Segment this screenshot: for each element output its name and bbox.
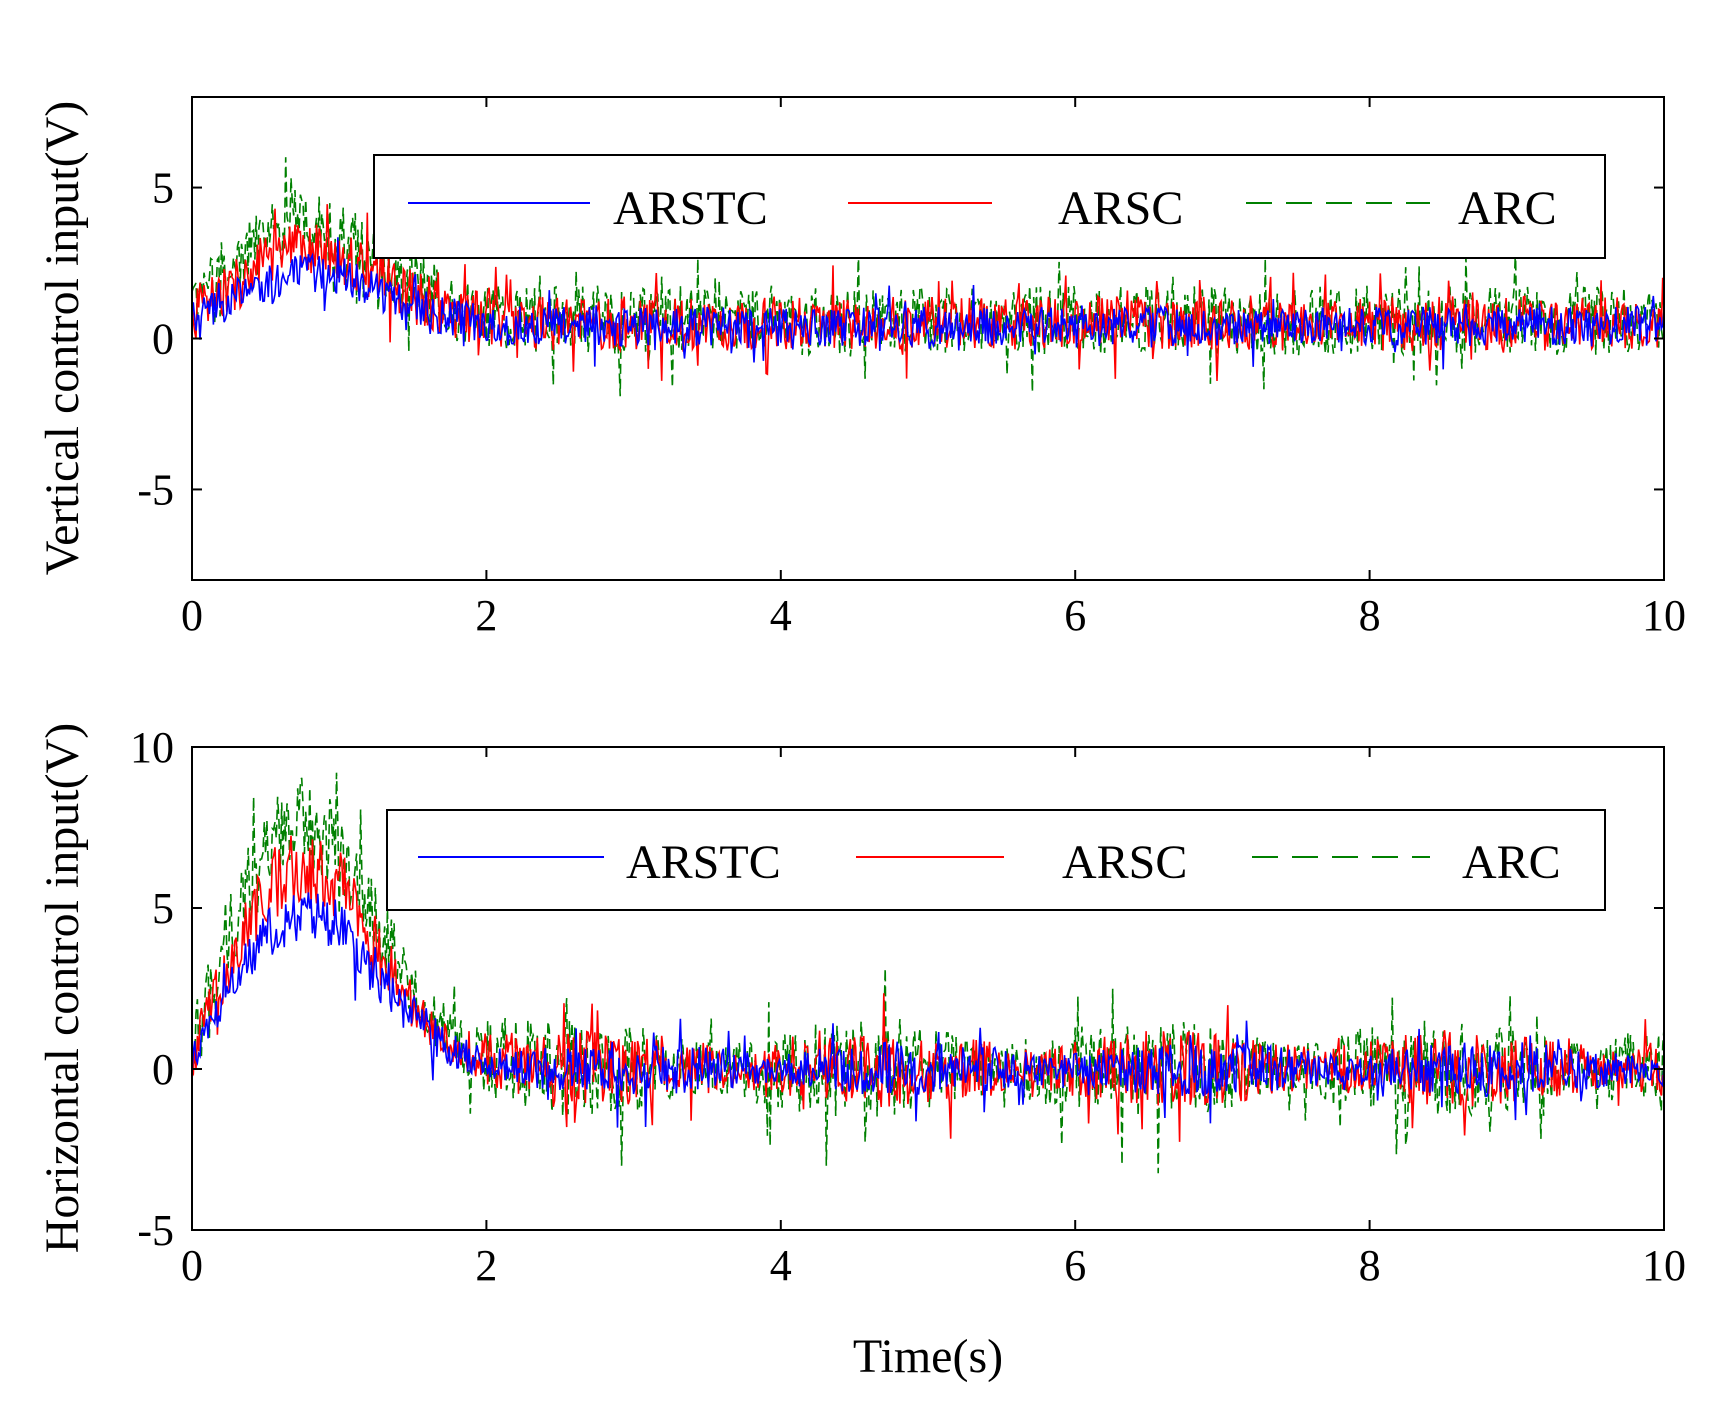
plot-area-frame <box>191 746 1665 1231</box>
y-tick-label: 0 <box>152 1045 174 1094</box>
y-tick-label: -5 <box>137 1206 174 1255</box>
series-arstc <box>191 237 1665 370</box>
x-tick-label: 2 <box>475 591 497 640</box>
legend-label-arsc: ARSC <box>1062 836 1187 889</box>
x-tick-label: 10 <box>1642 591 1686 640</box>
y-tick-label: 5 <box>152 884 174 933</box>
legend-label-arsc: ARSC <box>1058 182 1183 235</box>
x-tick-label: 4 <box>770 1241 792 1290</box>
y-tick-label: -5 <box>137 465 174 514</box>
x-tick-label: 8 <box>1359 591 1381 640</box>
legend-label-arstc: ARSTC <box>613 182 768 235</box>
legend-label-arc: ARC <box>1458 182 1557 235</box>
x-tick-label: 6 <box>1064 591 1086 640</box>
legend-box <box>386 809 1606 911</box>
y-axis-label-horizontal: Horizontal control input(V) <box>36 723 89 1254</box>
y-tick-label: 5 <box>152 164 174 213</box>
y-tick-label: 0 <box>152 315 174 364</box>
series-arc <box>191 157 1665 397</box>
x-axis-label: Time(s) <box>853 1330 1003 1383</box>
x-tick-label: 2 <box>475 1241 497 1290</box>
y-tick-label: 10 <box>130 723 174 772</box>
vertical-control-panel: 0 2 4 6 8 10 -5 0 5 ARSTC ARSC ARC <box>137 96 1686 640</box>
x-tick-label: 0 <box>181 1241 203 1290</box>
y-axis-label-vertical: Vertical control input(V) <box>36 101 89 576</box>
legend-label-arstc: ARSTC <box>626 836 781 889</box>
legend-box <box>373 154 1606 259</box>
x-tick-label: 6 <box>1064 1241 1086 1290</box>
x-tick-label: 10 <box>1642 1241 1686 1290</box>
series-arstc <box>191 892 1665 1128</box>
legend-label-arc: ARC <box>1462 836 1561 889</box>
x-tick-label: 8 <box>1359 1241 1381 1290</box>
legend: ARSTC ARSC ARC <box>373 154 1606 259</box>
x-tick-label: 4 <box>770 591 792 640</box>
legend: ARSTC ARSC ARC <box>386 809 1606 911</box>
series-arsc <box>191 204 1665 382</box>
x-tick-label: 0 <box>181 591 203 640</box>
